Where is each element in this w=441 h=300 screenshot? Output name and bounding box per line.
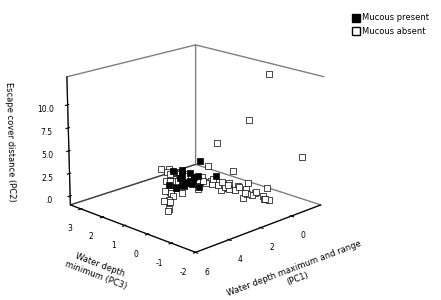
Y-axis label: Water depth
minimum (PC3): Water depth minimum (PC3) [64, 250, 132, 291]
X-axis label: Water depth maximum and range
(PC1): Water depth maximum and range (PC1) [226, 239, 366, 300]
Legend: Mucous present, Mucous absent: Mucous present, Mucous absent [350, 10, 433, 39]
